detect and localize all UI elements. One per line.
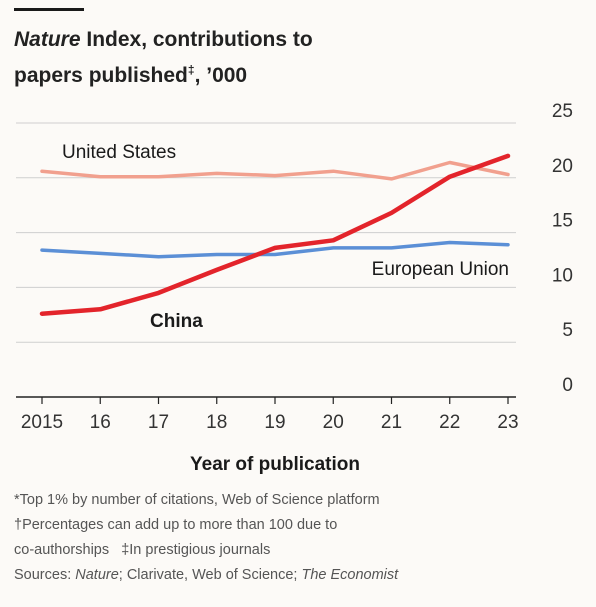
footnote-coauthorships-text: co-authorships bbox=[14, 542, 110, 558]
x-tick-label-2016: 16 bbox=[90, 412, 111, 433]
y-tick-label-5: 5 bbox=[562, 320, 573, 341]
series-label-european-union: European Union bbox=[372, 259, 509, 280]
sources-economist: The Economist bbox=[301, 567, 399, 583]
footnote-citations: *Top 1% by number of citations, Web of S… bbox=[14, 492, 380, 508]
footnote-percentages: †Percentages can add up to more than 100… bbox=[14, 517, 338, 533]
series-line-european-union bbox=[40, 240, 510, 259]
sources-prefix: Sources: bbox=[14, 567, 76, 583]
series-line-united-states bbox=[40, 160, 510, 181]
footnote-journals: ‡In prestigious journals bbox=[121, 542, 271, 558]
sources-mid: ; Clarivate, Web of Science; bbox=[118, 567, 302, 583]
title-double-dagger: ‡ bbox=[187, 63, 195, 77]
y-tick-label-0: 0 bbox=[562, 375, 573, 396]
title-line1: Index, contributions to bbox=[80, 28, 313, 51]
x-tick-label-2019: 19 bbox=[264, 412, 285, 433]
x-tick-label-2015: 2015 bbox=[21, 412, 63, 433]
footnote-coauthorships: co-authorships ‡In prestigious journals bbox=[14, 538, 584, 563]
x-tick-label-2017: 17 bbox=[148, 412, 169, 433]
x-tick-label-2021: 21 bbox=[381, 412, 402, 433]
chart-title: Nature Index, contributions to papers pu… bbox=[14, 24, 574, 91]
x-tick-label-2018: 18 bbox=[206, 412, 227, 433]
line-chart: 0 5 10 15 20 25 2015 16 17 18 19 20 21 22 23 Year of pu… bbox=[16, 101, 573, 475]
series-label-united-states: United States bbox=[62, 142, 176, 163]
top-rule bbox=[14, 8, 84, 11]
title-line2-tail: , ’000 bbox=[194, 64, 248, 87]
sources-nature: Nature bbox=[75, 567, 119, 583]
sources: Sources: Nature; Clarivate, Web of Scien… bbox=[14, 563, 584, 588]
title-line2: papers published bbox=[14, 64, 188, 87]
y-tick-label-25: 25 bbox=[552, 101, 573, 122]
x-tick-label-2022: 22 bbox=[439, 412, 460, 433]
y-tick-label-10: 10 bbox=[552, 265, 573, 286]
x-tick-label-2020: 20 bbox=[323, 412, 344, 433]
series-label-china: China bbox=[150, 311, 203, 332]
footnotes: *Top 1% by number of citations, Web of S… bbox=[14, 488, 584, 588]
title-italic: Nature bbox=[14, 28, 81, 51]
x-tick-label-2023: 23 bbox=[497, 412, 518, 433]
series-line-china bbox=[39, 153, 511, 316]
y-tick-label-15: 15 bbox=[552, 211, 573, 232]
x-axis-label: Year of publication bbox=[190, 454, 360, 475]
y-tick-label-20: 20 bbox=[552, 156, 573, 177]
